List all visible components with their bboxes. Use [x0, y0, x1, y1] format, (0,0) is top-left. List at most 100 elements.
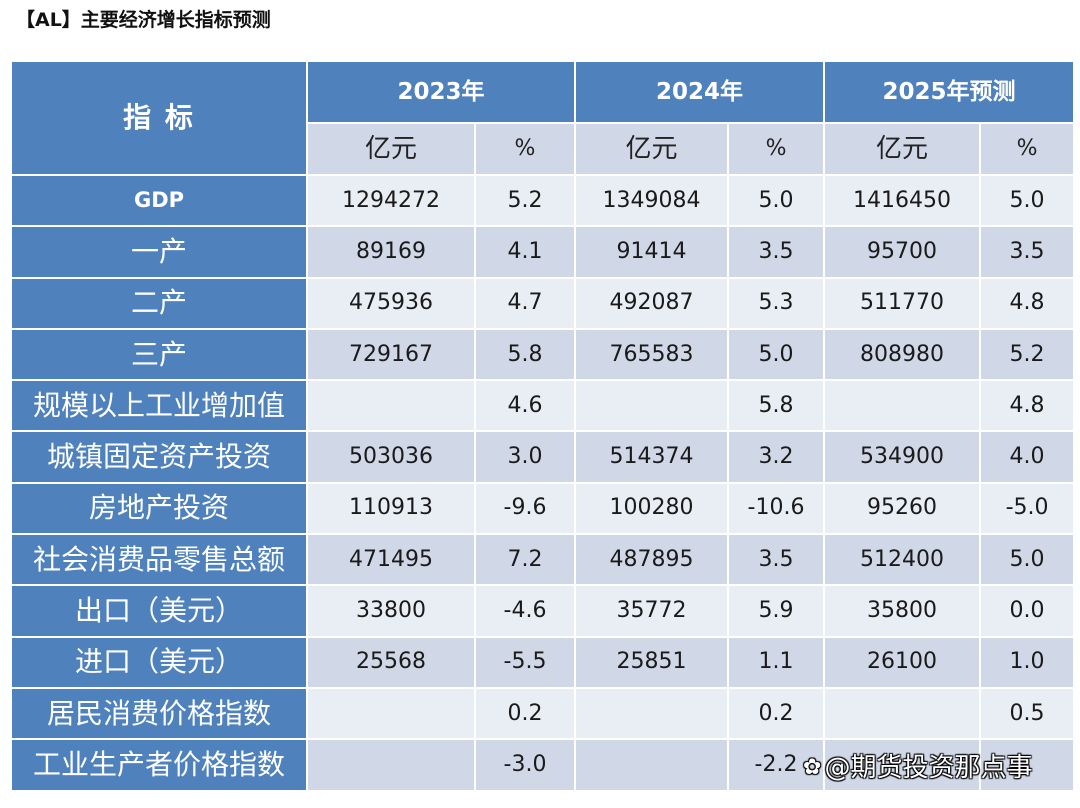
value-2024-percent: 0.2 [729, 688, 824, 739]
value-2025-amount: 511770 [825, 278, 980, 328]
table-row-cpi: 居民消费价格指数 0.2 0.2 0.5 [12, 688, 1074, 739]
value-2024-percent: 3.5 [729, 227, 824, 277]
value-2023-amount: 471495 [308, 535, 474, 585]
value-2023-percent: 4.7 [476, 278, 575, 328]
value-2025-amount [825, 688, 980, 739]
value-2023-amount: 503036 [308, 432, 474, 482]
value-2023-amount [308, 688, 474, 739]
indicator-label: GDP [12, 176, 306, 226]
value-2023-amount: 33800 [308, 586, 474, 636]
value-2025-percent: 4.8 [981, 381, 1074, 431]
indicator-label: 三产 [12, 329, 306, 380]
indicator-label: 二产 [12, 278, 306, 328]
value-2024-amount [576, 740, 728, 790]
value-2025-percent: 4.0 [981, 432, 1074, 482]
value-2024-amount: 91414 [576, 227, 728, 277]
value-2024-percent: 5.8 [729, 381, 824, 431]
value-2025-percent: 0.5 [981, 688, 1074, 739]
value-2024-percent: 5.0 [729, 329, 824, 380]
value-2024-amount: 1349084 [576, 176, 728, 226]
table-row-primary-industry: 一产 89169 4.1 91414 3.5 95700 3.5 [12, 227, 1074, 277]
unit-header-2025-percent: % [981, 124, 1074, 174]
value-2023-percent: 0.2 [476, 688, 575, 739]
value-2023-percent: -3.0 [476, 740, 575, 790]
value-2023-percent: 3.0 [476, 432, 575, 482]
value-2024-amount: 765583 [576, 329, 728, 380]
unit-header-row: 亿元 % 亿元 % 亿元 % [12, 124, 1074, 174]
indicator-label: 房地产投资 [12, 483, 306, 534]
indicator-label: 居民消费价格指数 [12, 688, 306, 739]
year-header-row: 指 标 2023年 2024年 2025年预测 [12, 62, 1074, 174]
value-2023-percent: 7.2 [476, 535, 575, 585]
value-2025-amount: 95260 [825, 483, 980, 534]
value-2024-amount [576, 688, 728, 739]
watermark: ✿ @期货投资那点事 [803, 751, 1032, 785]
table-row-industrial-value-added: 规模以上工业增加值 4.6 5.8 4.8 [12, 381, 1074, 431]
value-2023-amount [308, 740, 474, 790]
table-row-ppi: 工业生产者价格指数 -3.0 -2.2 [12, 740, 1074, 790]
value-2025-percent: 5.0 [981, 535, 1074, 585]
value-2025-percent [981, 740, 1074, 790]
economic-indicators-table: 指 标 2023年 2024年 2025年预测 亿元 % 亿元 % 亿元 % G… [10, 60, 1075, 792]
value-2024-amount: 514374 [576, 432, 728, 482]
value-2025-amount [825, 740, 980, 790]
value-2023-percent: 5.2 [476, 176, 575, 226]
indicator-label: 工业生产者价格指数 [12, 740, 306, 790]
indicator-label: 一产 [12, 227, 306, 277]
table-row-tertiary-industry: 三产 729167 5.8 765583 5.0 808980 5.2 [12, 329, 1074, 380]
unit-header-2025-amount: 亿元 [825, 124, 980, 174]
value-2025-amount: 1416450 [825, 176, 980, 226]
value-2025-percent: 5.0 [981, 176, 1074, 226]
value-2024-amount: 35772 [576, 586, 728, 636]
value-2025-percent: 4.8 [981, 278, 1074, 328]
year-header-2024: 2024年 [576, 62, 824, 122]
value-2024-amount: 487895 [576, 535, 728, 585]
value-2025-percent: 0.0 [981, 586, 1074, 636]
table-row-real-estate-investment: 房地产投资 110913 -9.6 100280 -10.6 95260 -5.… [12, 483, 1074, 534]
year-header-2023: 2023年 [308, 62, 575, 122]
value-2024-percent: 3.2 [729, 432, 824, 482]
value-2024-amount: 25851 [576, 637, 728, 687]
year-header-2025-forecast: 2025年预测 [825, 62, 1074, 122]
indicator-column-header: 指 标 [12, 62, 306, 174]
value-2024-amount: 100280 [576, 483, 728, 534]
value-2025-percent: 5.2 [981, 329, 1074, 380]
indicator-label: 城镇固定资产投资 [12, 432, 306, 482]
page-title: 【AL】主要经济增长指标预测 [16, 9, 271, 31]
indicator-label: 出口（美元） [12, 586, 306, 636]
indicator-label: 进口（美元） [12, 637, 306, 687]
value-2024-percent: 5.9 [729, 586, 824, 636]
value-2025-amount: 512400 [825, 535, 980, 585]
value-2023-percent: -5.5 [476, 637, 575, 687]
value-2024-percent: 1.1 [729, 637, 824, 687]
table-row-imports: 进口（美元） 25568 -5.5 25851 1.1 26100 1.0 [12, 637, 1074, 687]
value-2023-percent: -9.6 [476, 483, 575, 534]
value-2024-amount: 492087 [576, 278, 728, 328]
value-2024-percent: -2.2 [729, 740, 824, 790]
value-2023-amount: 475936 [308, 278, 474, 328]
value-2025-percent: -5.0 [981, 483, 1074, 534]
indicator-label: 规模以上工业增加值 [12, 381, 306, 431]
watermark-text: @期货投资那点事 [824, 753, 1033, 783]
table-row-exports: 出口（美元） 33800 -4.6 35772 5.9 35800 0.0 [12, 586, 1074, 636]
value-2025-amount: 808980 [825, 329, 980, 380]
value-2025-percent: 1.0 [981, 637, 1074, 687]
table-row-fixed-asset-investment: 城镇固定资产投资 503036 3.0 514374 3.2 534900 4.… [12, 432, 1074, 482]
value-2025-amount: 35800 [825, 586, 980, 636]
value-2025-amount: 534900 [825, 432, 980, 482]
value-2023-percent: -4.6 [476, 586, 575, 636]
value-2023-amount: 110913 [308, 483, 474, 534]
table-row-retail-sales: 社会消费品零售总额 471495 7.2 487895 3.5 512400 5… [12, 535, 1074, 585]
value-2024-percent: 3.5 [729, 535, 824, 585]
unit-header-2024-amount: 亿元 [576, 124, 728, 174]
value-2025-percent: 3.5 [981, 227, 1074, 277]
value-2024-amount [576, 381, 728, 431]
value-2023-percent: 4.1 [476, 227, 575, 277]
unit-header-2023-percent: % [476, 124, 575, 174]
value-2025-amount: 95700 [825, 227, 980, 277]
unit-header-2024-percent: % [729, 124, 824, 174]
value-2023-amount: 89169 [308, 227, 474, 277]
value-2023-amount: 25568 [308, 637, 474, 687]
unit-header-2023-amount: 亿元 [308, 124, 474, 174]
table-row-secondary-industry: 二产 475936 4.7 492087 5.3 511770 4.8 [12, 278, 1074, 328]
